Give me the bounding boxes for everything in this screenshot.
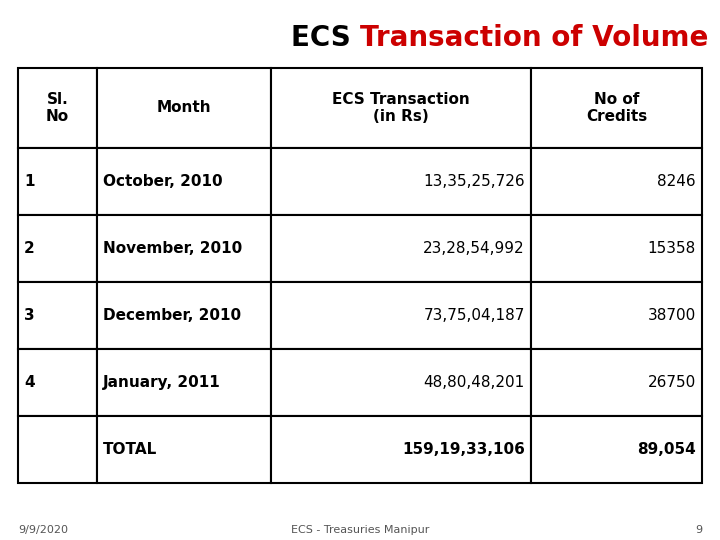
Text: 26750: 26750 <box>648 375 696 390</box>
Bar <box>531 215 702 282</box>
Bar <box>18 282 96 349</box>
Text: 9: 9 <box>695 525 702 535</box>
Text: 1: 1 <box>24 174 35 189</box>
Bar <box>531 416 702 483</box>
Text: Month: Month <box>156 100 211 116</box>
Bar <box>271 282 531 349</box>
Text: 3: 3 <box>24 308 35 323</box>
Text: ECS Transaction
(in Rs): ECS Transaction (in Rs) <box>332 92 470 124</box>
Bar <box>96 282 271 349</box>
Text: 4: 4 <box>24 375 35 390</box>
Bar <box>96 68 271 148</box>
Text: Transaction of Volume: Transaction of Volume <box>360 24 708 52</box>
Text: 2: 2 <box>24 241 35 256</box>
Text: 9/9/2020: 9/9/2020 <box>18 525 68 535</box>
Bar <box>531 148 702 215</box>
Text: 8246: 8246 <box>657 174 696 189</box>
Text: 23,28,54,992: 23,28,54,992 <box>423 241 525 256</box>
Text: 73,75,04,187: 73,75,04,187 <box>423 308 525 323</box>
Bar <box>18 215 96 282</box>
Bar <box>531 349 702 416</box>
Text: December, 2010: December, 2010 <box>103 308 240 323</box>
Bar <box>18 416 96 483</box>
Text: ECS: ECS <box>291 24 360 52</box>
Bar <box>271 68 531 148</box>
Bar <box>271 416 531 483</box>
Bar <box>18 68 96 148</box>
Bar <box>531 68 702 148</box>
Bar <box>96 349 271 416</box>
Bar <box>18 148 96 215</box>
Bar <box>271 148 531 215</box>
Bar <box>271 215 531 282</box>
Text: November, 2010: November, 2010 <box>103 241 242 256</box>
Text: 89,054: 89,054 <box>637 442 696 457</box>
Bar <box>271 349 531 416</box>
Bar <box>531 282 702 349</box>
Text: 13,35,25,726: 13,35,25,726 <box>423 174 525 189</box>
Text: No of
Credits: No of Credits <box>586 92 647 124</box>
Text: October, 2010: October, 2010 <box>103 174 222 189</box>
Text: 48,80,48,201: 48,80,48,201 <box>424 375 525 390</box>
Text: Sl.
No: Sl. No <box>46 92 69 124</box>
Text: January, 2011: January, 2011 <box>103 375 220 390</box>
Bar <box>96 148 271 215</box>
Text: ECS - Treasuries Manipur: ECS - Treasuries Manipur <box>291 525 429 535</box>
Bar <box>18 349 96 416</box>
Bar <box>96 215 271 282</box>
Text: TOTAL: TOTAL <box>103 442 157 457</box>
Text: 159,19,33,106: 159,19,33,106 <box>402 442 525 457</box>
Text: 15358: 15358 <box>648 241 696 256</box>
Bar <box>96 416 271 483</box>
Text: 38700: 38700 <box>648 308 696 323</box>
